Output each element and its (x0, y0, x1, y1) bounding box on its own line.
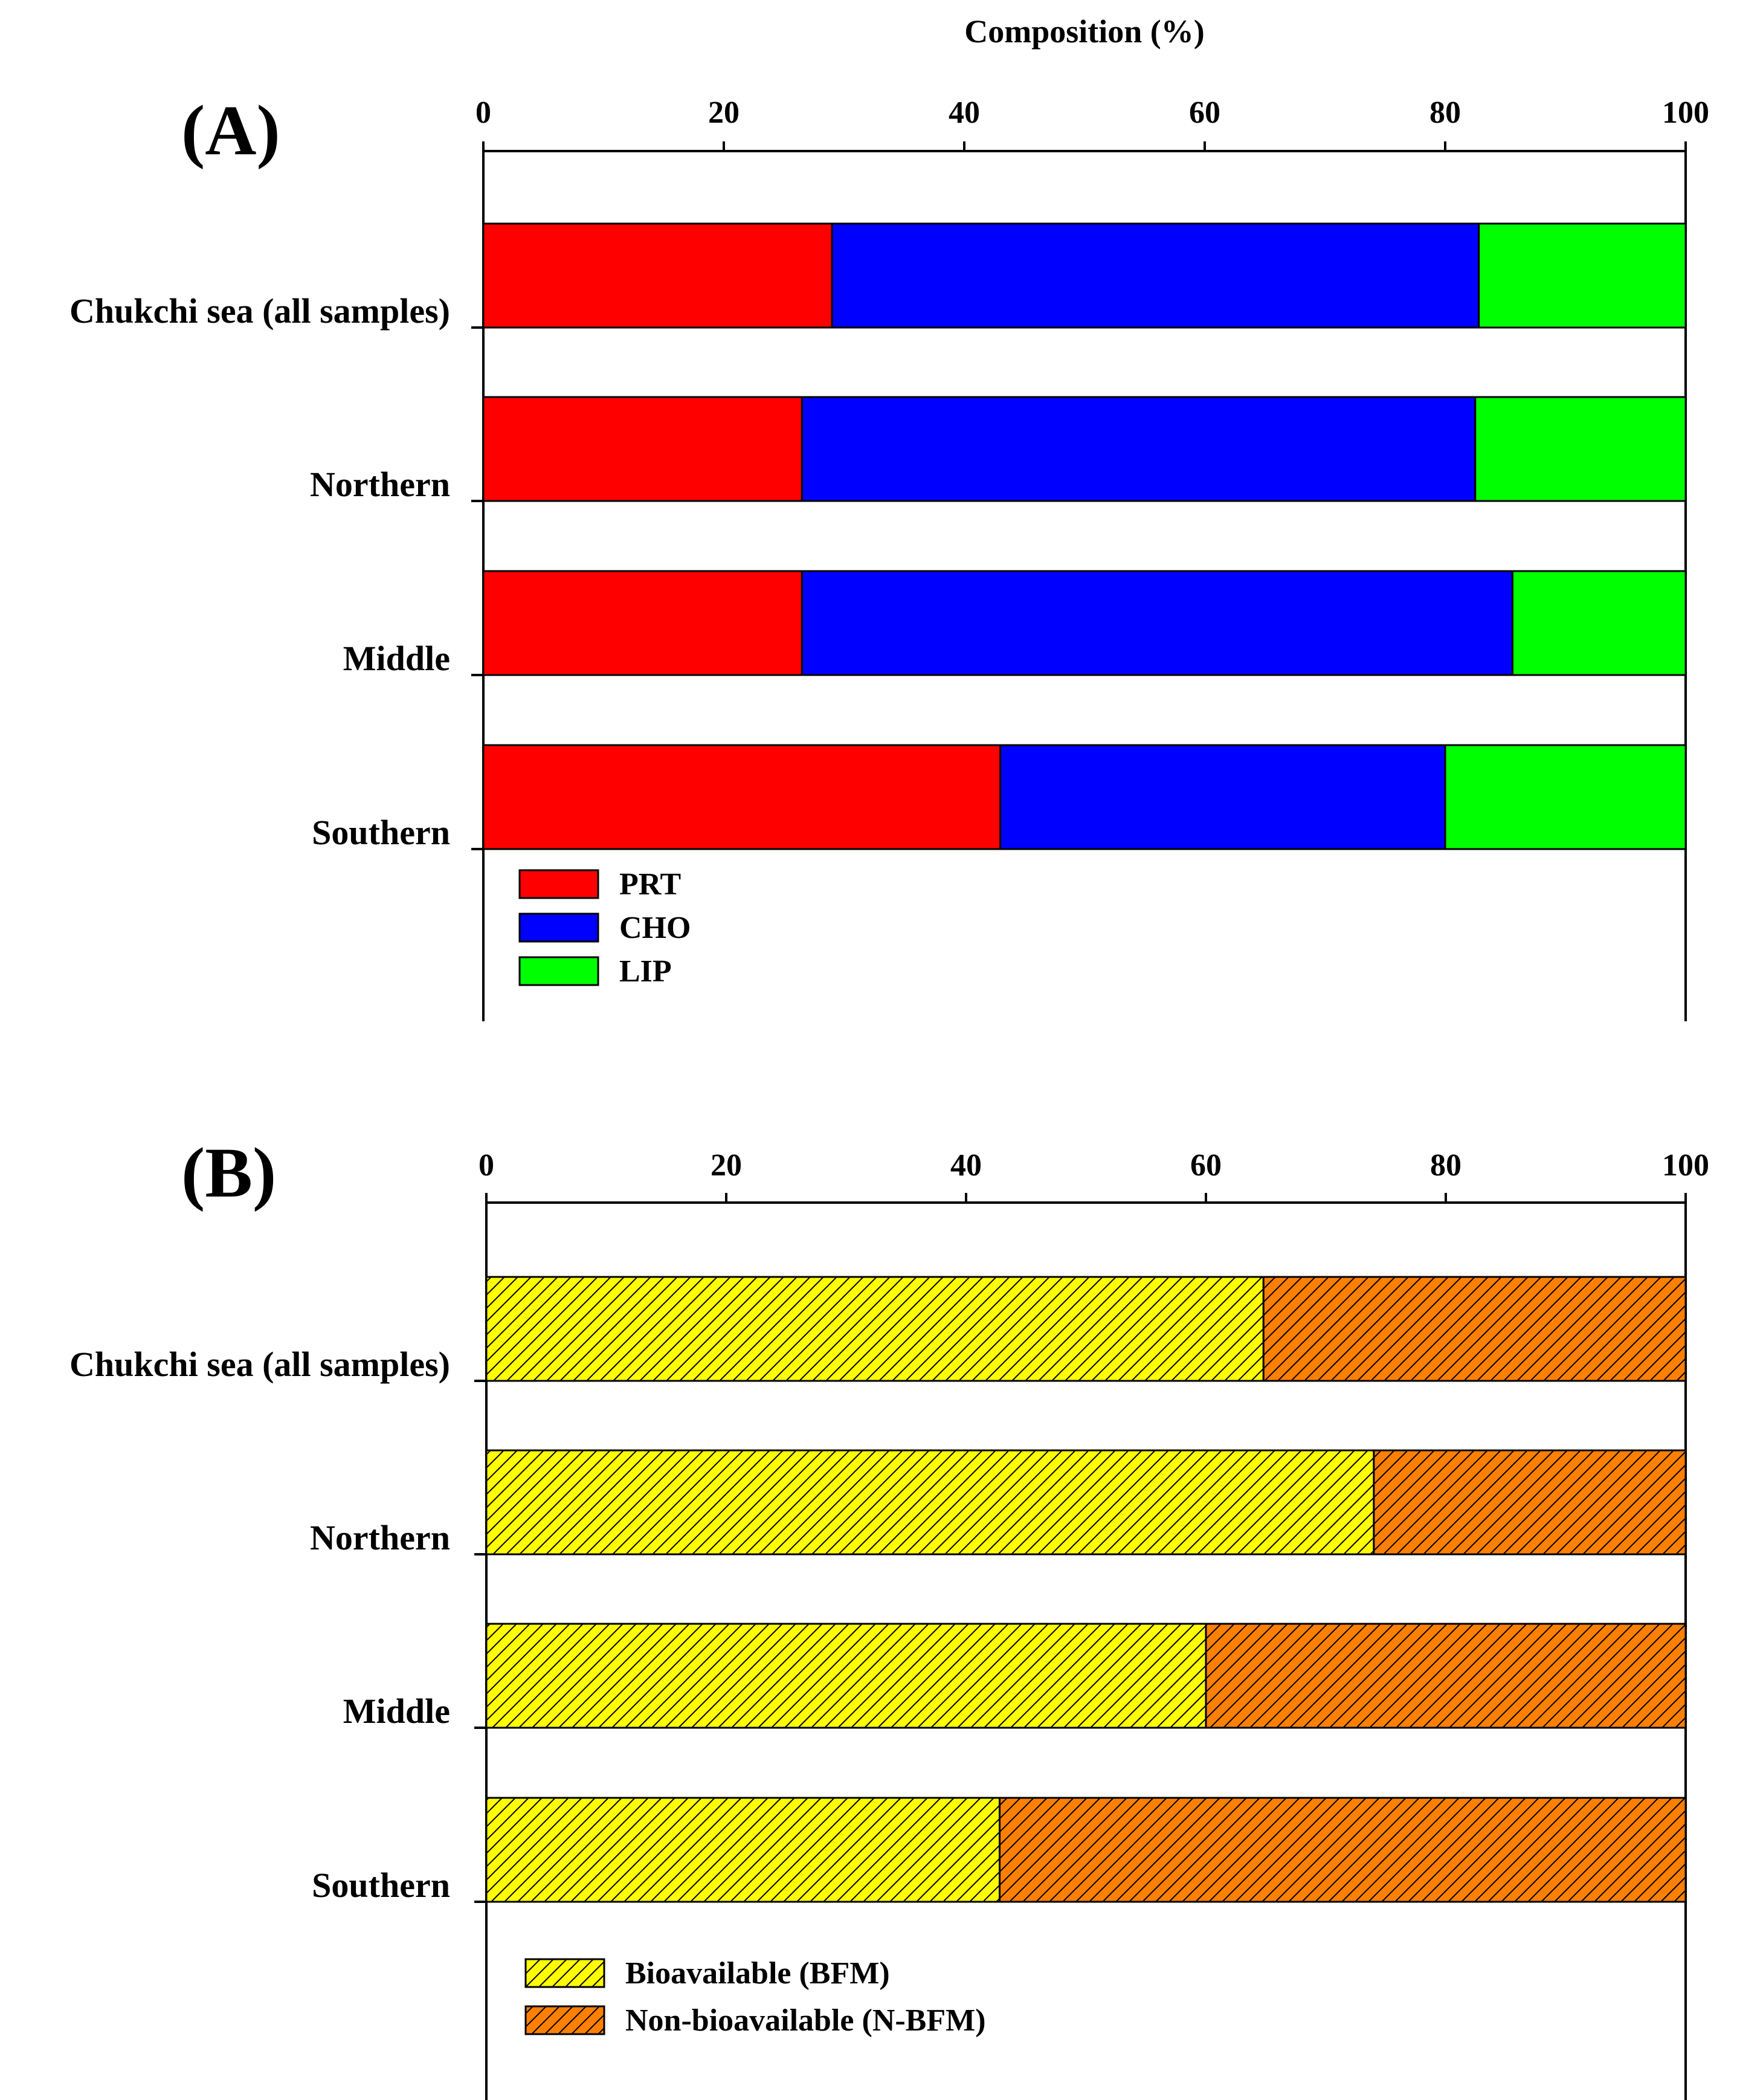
x-tick-label: 100 (1662, 95, 1709, 130)
bar-prt-middle (482, 570, 803, 676)
bar-prt-chukchi-sea-all-samples (482, 222, 833, 329)
bar-prt-northern (482, 396, 803, 502)
bar-bioavailable-bfm-middle (485, 1623, 1207, 1729)
panel-a: (A) 0 20 40 60 80 100 Chukchi sea (all samples)… (69, 91, 1709, 1021)
axis-title: Composition (%) (964, 13, 1205, 50)
bar-non-bioavailable-n-bfm-northern (1373, 1449, 1687, 1556)
category-label: Chukchi sea (all samples) (69, 1345, 450, 1384)
x-tick-label: 80 (1429, 95, 1461, 130)
x-tick-label: 100 (1662, 1148, 1709, 1183)
bar-bioavailable-bfm-northern (485, 1449, 1375, 1556)
category-label: Southern (312, 1866, 450, 1905)
x-tick-label: 20 (708, 95, 740, 130)
bar-lip-chukchi-sea-all-samples (1478, 222, 1687, 329)
panel-label: (B) (181, 1133, 276, 1212)
legend: Bioavailable (BFM) Non-bioavailable (N-BF… (524, 1956, 986, 2038)
category-label: Middle (343, 1691, 450, 1731)
bar-lip-southern (1444, 744, 1687, 850)
category-label: Chukchi sea (all samples) (69, 291, 450, 331)
x-tick-label: 0 (475, 95, 491, 130)
x-tick-label: 40 (950, 1148, 982, 1183)
x-tick-label: 40 (949, 95, 980, 130)
bar-cho-middle (801, 570, 1513, 676)
bar-cho-southern (999, 744, 1446, 850)
legend-swatch-prt (518, 869, 599, 899)
category-label: Southern (312, 813, 450, 852)
legend-swatch-non-bioavailable-n-bfm (524, 2005, 605, 2035)
legend-swatch-bioavailable-bfm (524, 1958, 605, 1988)
x-tick-label: 60 (1189, 95, 1220, 130)
bar-lip-northern (1474, 396, 1687, 502)
bar-bioavailable-bfm-chukchi-sea-all-samples (485, 1276, 1265, 1382)
bar-bioavailable-bfm-southern (485, 1797, 1001, 1903)
category-label: Northern (310, 1518, 450, 1557)
legend: PRT CHO LIP (518, 867, 691, 989)
legend-label: LIP (619, 954, 672, 989)
panel-b: (B) 0 20 40 60 80 100 Chukchi sea (all samples)… (69, 1133, 1709, 2100)
legend-label: CHO (619, 911, 691, 945)
bar-non-bioavailable-n-bfm-southern (999, 1797, 1687, 1903)
category-label: Northern (310, 465, 450, 504)
x-tick-label: 80 (1430, 1148, 1461, 1183)
x-tick-label: 0 (479, 1148, 494, 1183)
x-tick-label: 60 (1190, 1148, 1222, 1183)
x-tick-label: 20 (711, 1148, 742, 1183)
legend-label: Non-bioavailable (N-BFM) (625, 2003, 986, 2038)
legend-label: Bioavailable (BFM) (625, 1956, 890, 1991)
bar-cho-northern (801, 396, 1477, 502)
legend-swatch-cho (518, 913, 599, 943)
bar-lip-middle (1511, 570, 1687, 676)
legend-label: PRT (619, 867, 681, 902)
bar-prt-southern (482, 744, 1002, 850)
bar-non-bioavailable-n-bfm-middle (1205, 1623, 1687, 1729)
bar-cho-chukchi-sea-all-samples (831, 222, 1480, 329)
legend-swatch-lip (518, 956, 599, 986)
bar-non-bioavailable-n-bfm-chukchi-sea-all-samples (1262, 1276, 1687, 1382)
category-label: Middle (343, 639, 450, 678)
panel-label: (A) (181, 91, 280, 170)
